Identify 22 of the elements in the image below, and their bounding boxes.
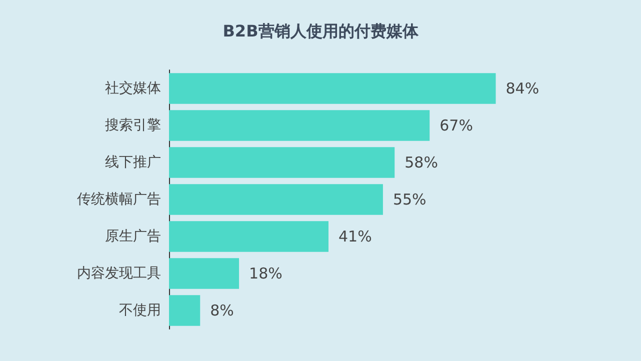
bar [169, 147, 395, 178]
y-tick-label: 原生广告 [105, 228, 161, 244]
data-label: 84% [506, 80, 540, 98]
y-tick-label: 传统横幅广告 [77, 192, 161, 208]
bar [169, 73, 496, 104]
data-label: 58% [404, 154, 438, 172]
y-tick-label: 内容发现工具 [77, 266, 161, 282]
data-label: 55% [392, 190, 426, 208]
data-label: 8% [210, 302, 234, 320]
y-tick-label: 线下推广 [105, 154, 161, 170]
bar [169, 221, 328, 252]
bar [169, 295, 200, 326]
data-label: 18% [249, 264, 282, 282]
bar [169, 110, 430, 141]
data-label: 41% [338, 228, 372, 246]
y-tick-label: 搜索引擎 [105, 118, 161, 134]
bar [169, 258, 240, 289]
bar [169, 184, 383, 215]
chart-title: B2B营销人使用的付费媒体 [222, 22, 420, 40]
y-tick-label: 社交媒体 [105, 80, 161, 96]
y-tick-label: 不使用 [119, 302, 161, 318]
data-label: 67% [440, 116, 473, 134]
